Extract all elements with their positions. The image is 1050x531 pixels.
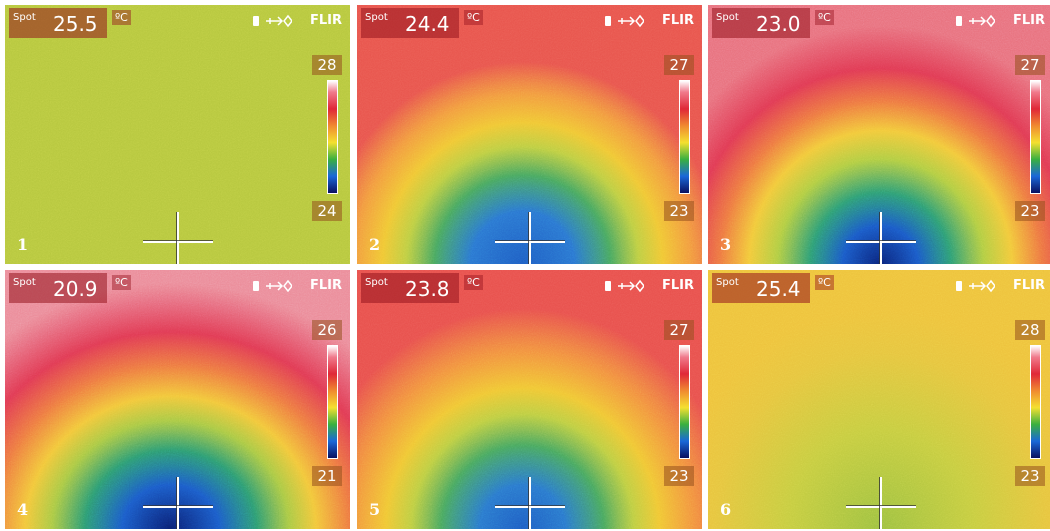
color-bar [327, 345, 338, 459]
thermal-image: Spot 25.5 ºC FLIR 28 24 1 [5, 5, 350, 264]
color-bar [679, 80, 690, 194]
status-icons [955, 14, 995, 28]
unit: ºC [112, 275, 131, 290]
scale-min: 23 [664, 201, 694, 221]
color-bar [327, 80, 338, 194]
thermal-image: Spot 23.0 ºC FLIR 27 23 3 [708, 5, 1050, 264]
scale-max: 27 [664, 55, 694, 75]
unit: ºC [464, 275, 483, 290]
brand: FLIR [1013, 278, 1045, 293]
crosshair [846, 475, 916, 529]
crosshair [143, 210, 213, 264]
unit: ºC [815, 10, 834, 25]
scale-max: 27 [1015, 55, 1045, 75]
thermal-image: Spot 24.4 ºC FLIR 27 23 2 [357, 5, 702, 264]
scale-max: 28 [312, 55, 342, 75]
spot-value: 24.4 [405, 12, 450, 36]
scale-max: 27 [664, 320, 694, 340]
spot-label: Spot [365, 277, 388, 288]
unit: ºC [112, 10, 131, 25]
brand: FLIR [310, 13, 342, 28]
spot-label: Spot [13, 12, 36, 23]
panel-number: 1 [17, 235, 28, 254]
spot-value: 23.0 [756, 12, 801, 36]
spot-value: 23.8 [405, 277, 450, 301]
scale-max: 26 [312, 320, 342, 340]
brand: FLIR [310, 278, 342, 293]
brand: FLIR [1013, 13, 1045, 28]
spot-label: Spot [716, 277, 739, 288]
status-icons [955, 279, 995, 293]
spot-box: Spot 25.5 [9, 8, 107, 38]
status-icons [252, 14, 292, 28]
color-bar [1030, 345, 1041, 459]
thermal-image: Spot 25.4 ºC FLIR 28 23 6 [708, 270, 1050, 529]
brand: FLIR [662, 13, 694, 28]
spot-label: Spot [13, 277, 36, 288]
panel-number: 6 [720, 500, 731, 519]
spot-box: Spot 25.4 [712, 273, 810, 303]
scale-min: 24 [312, 201, 342, 221]
crosshair [495, 210, 565, 264]
spot-box: Spot 24.4 [361, 8, 459, 38]
spot-value: 25.4 [756, 277, 801, 301]
panel-number: 2 [369, 235, 380, 254]
crosshair [143, 475, 213, 529]
unit: ºC [464, 10, 483, 25]
status-icons [604, 279, 644, 293]
spot-label: Spot [365, 12, 388, 23]
thermal-image: Spot 20.9 ºC FLIR 26 21 4 [5, 270, 350, 529]
spot-box: Spot 20.9 [9, 273, 107, 303]
status-icons [252, 279, 292, 293]
spot-value: 25.5 [53, 12, 98, 36]
color-bar [679, 345, 690, 459]
scale-min: 23 [1015, 201, 1045, 221]
spot-label: Spot [716, 12, 739, 23]
crosshair [846, 210, 916, 264]
panel-number: 5 [369, 500, 380, 519]
color-bar [1030, 80, 1041, 194]
spot-box: Spot 23.8 [361, 273, 459, 303]
panel-number: 4 [17, 500, 28, 519]
spot-box: Spot 23.0 [712, 8, 810, 38]
status-icons [604, 14, 644, 28]
page: Spot25.5ºCFLIR28241Spot24.4ºCFLIR27232Sp… [0, 0, 1050, 531]
brand: FLIR [662, 278, 694, 293]
unit: ºC [815, 275, 834, 290]
spot-value: 20.9 [53, 277, 98, 301]
panel-number: 3 [720, 235, 731, 254]
scale-min: 23 [664, 466, 694, 486]
scale-min: 23 [1015, 466, 1045, 486]
scale-min: 21 [312, 466, 342, 486]
scale-max: 28 [1015, 320, 1045, 340]
crosshair [495, 475, 565, 529]
thermal-image: Spot 23.8 ºC FLIR 27 23 5 [357, 270, 702, 529]
